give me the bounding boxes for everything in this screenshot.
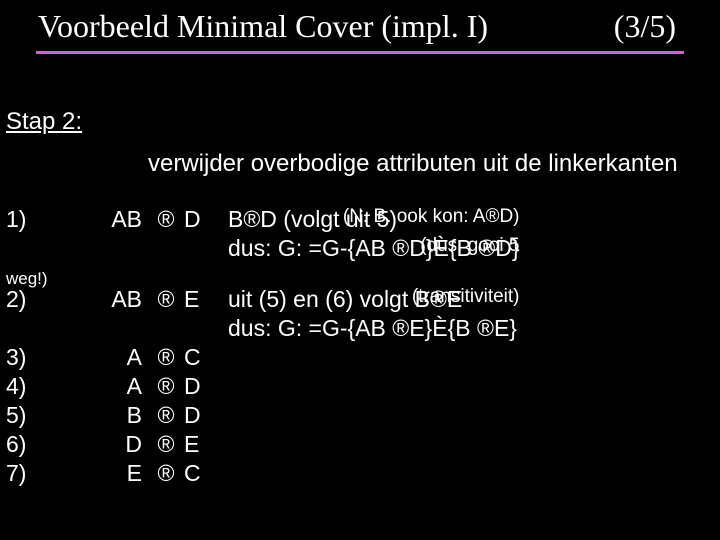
row-lhs: A [92, 344, 148, 371]
row-lhs: D [92, 431, 148, 458]
row-lhs: A [92, 373, 148, 400]
table-row: dus: G: =G-{AB ®D}È{B ®D} (dus: gooi 5 [6, 235, 520, 264]
row-number: 5) [6, 402, 92, 429]
row-rhs: D [184, 402, 214, 429]
row-rhs: E [184, 431, 214, 458]
table-row: dus: G: =G-{AB ®E}È{B ®E} [6, 315, 520, 344]
title-underline [36, 51, 684, 54]
row-number: 7) [6, 460, 92, 487]
row-lhs: AB [92, 286, 148, 313]
arrow-icon: ® [148, 402, 184, 429]
row-lhs: B [92, 402, 148, 429]
arrow-icon: ® [148, 373, 184, 400]
arrow-icon: ® [148, 431, 184, 458]
row-explanation: dus: G: =G-{AB ®E}È{B ®E} [214, 315, 520, 342]
arrow-icon: ® [148, 344, 184, 371]
table-row: 4) A ® D [6, 373, 520, 402]
row-note: (N. B. ook kon: A®D) [343, 206, 520, 228]
slide-title: Voorbeeld Minimal Cover (impl. I) [38, 8, 488, 45]
table-row: 2) AB ® E uit (5) en (6) volgt B®E (tran… [6, 286, 520, 315]
arrow-icon: ® [148, 286, 184, 313]
table-row: 7) E ® C [6, 460, 520, 489]
row-rhs: D [184, 373, 214, 400]
step-subtitle: verwijder overbodige attributen uit de l… [148, 150, 678, 178]
title-row: Voorbeeld Minimal Cover (impl. I) (3/5) [0, 0, 720, 45]
table-row: 5) B ® D [6, 402, 520, 431]
table-row: 1) AB ® D B®D (volgt uit 5) (N. B. ook k… [6, 206, 520, 235]
table-row: 3) A ® C [6, 344, 520, 373]
row-number: 1) [6, 206, 92, 233]
row-lhs: E [92, 460, 148, 487]
step-label: Stap 2: [6, 108, 82, 136]
slide-pager: (3/5) [614, 8, 682, 45]
row-rhs: D [184, 206, 214, 233]
row-number: 6) [6, 431, 92, 458]
row-note: (dus: gooi 5 [420, 235, 519, 257]
table-row: 6) D ® E [6, 431, 520, 460]
row-rhs: C [184, 344, 214, 371]
row-number: 3) [6, 344, 92, 371]
fd-table: 1) AB ® D B®D (volgt uit 5) (N. B. ook k… [6, 206, 520, 489]
row-number: 2) [6, 286, 92, 313]
row-lhs: AB [92, 206, 148, 233]
row-number: 4) [6, 373, 92, 400]
row-note: (transitiviteit) [412, 286, 520, 308]
row-rhs: E [184, 286, 214, 313]
arrow-icon: ® [148, 206, 184, 233]
arrow-icon: ® [148, 460, 184, 487]
row-rhs: C [184, 460, 214, 487]
